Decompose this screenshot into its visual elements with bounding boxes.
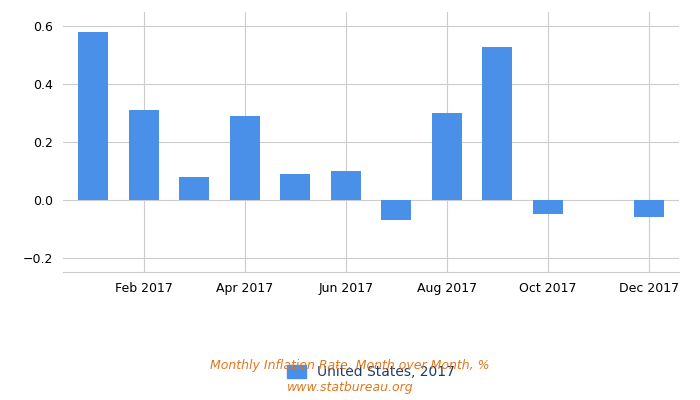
Bar [381,200,412,220]
Bar [634,200,664,217]
Bar [533,200,563,214]
Bar [129,110,159,200]
Bar [330,171,361,200]
Bar [482,47,512,200]
Bar [432,113,462,200]
Legend: United States, 2017: United States, 2017 [281,360,461,385]
Text: www.statbureau.org: www.statbureau.org [287,382,413,394]
Bar [280,174,310,200]
Bar [179,177,209,200]
Bar [230,116,260,200]
Bar [78,32,108,200]
Text: Monthly Inflation Rate, Month over Month, %: Monthly Inflation Rate, Month over Month… [210,360,490,372]
